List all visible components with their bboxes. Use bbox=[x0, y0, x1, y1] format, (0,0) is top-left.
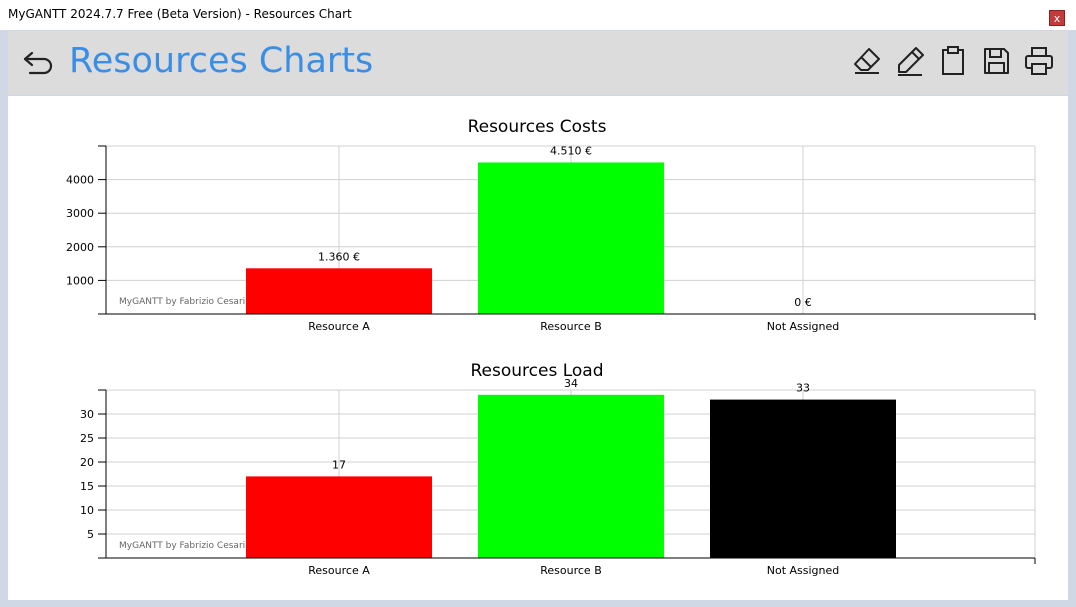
chart-2: Resources Load MyGANTT by Fabrizio Cesari… bbox=[80, 361, 1036, 577]
save-button[interactable] bbox=[980, 45, 1012, 77]
data-label: 0 € bbox=[794, 296, 812, 309]
y-tick-label: 1000 bbox=[66, 274, 94, 287]
clipboard-button[interactable] bbox=[937, 45, 969, 77]
y-tick-label: 20 bbox=[80, 456, 94, 469]
bar-1 bbox=[246, 476, 432, 558]
category-label: Not Assigned bbox=[767, 320, 840, 333]
data-label: 1.360 € bbox=[318, 250, 360, 263]
charts-svg: Resources Costs MyGANTT by Fabrizio Cesar… bbox=[66, 117, 1036, 577]
y-tick-label: 3000 bbox=[66, 207, 94, 220]
title-bar: MyGANTT 2024.7.7 Free (Beta Version) - R… bbox=[0, 0, 1076, 30]
eraser-icon bbox=[854, 48, 880, 74]
watermark-text: MyGANTT by Fabrizio Cesarini bbox=[119, 297, 253, 307]
save-icon bbox=[984, 48, 1009, 74]
close-button[interactable]: x bbox=[1049, 10, 1065, 26]
print-button[interactable] bbox=[1023, 45, 1055, 77]
category-label: Resource A bbox=[308, 320, 370, 333]
y-tick-label: 10 bbox=[80, 504, 94, 517]
bar-1 bbox=[246, 268, 432, 314]
y-tick-label: 15 bbox=[80, 480, 94, 493]
window-title: MyGANTT 2024.7.7 Free (Beta Version) - R… bbox=[8, 7, 352, 21]
edit-button[interactable] bbox=[894, 45, 926, 77]
clear-button[interactable] bbox=[851, 45, 883, 77]
category-label: Resource B bbox=[540, 320, 602, 333]
pencil-icon bbox=[898, 47, 924, 76]
chart-1: Resources Costs MyGANTT by Fabrizio Cesar… bbox=[66, 117, 1036, 333]
print-icon bbox=[1025, 47, 1053, 75]
back-arrow-icon bbox=[23, 51, 53, 75]
chart-title: Resources Load bbox=[470, 361, 603, 381]
header-toolbar: Resources Charts bbox=[8, 31, 1068, 95]
category-label: Resource B bbox=[540, 564, 602, 577]
clipboard-icon bbox=[942, 46, 964, 75]
bar-2 bbox=[478, 162, 664, 314]
y-tick-label: 4000 bbox=[66, 174, 94, 187]
y-tick-label: 2000 bbox=[66, 241, 94, 254]
data-label: 4.510 € bbox=[550, 144, 592, 157]
data-label: 34 bbox=[564, 377, 578, 390]
page-title: Resources Charts bbox=[69, 41, 374, 81]
chart-title: Resources Costs bbox=[468, 117, 607, 137]
charts-area: Resources Costs MyGANTT by Fabrizio Cesar… bbox=[8, 96, 1068, 600]
data-label: 17 bbox=[332, 458, 346, 471]
category-label: Resource A bbox=[308, 564, 370, 577]
y-tick-label: 25 bbox=[80, 432, 94, 445]
bar-2 bbox=[478, 394, 664, 558]
y-tick-label: 5 bbox=[87, 528, 94, 541]
data-label: 33 bbox=[796, 382, 810, 395]
back-button[interactable] bbox=[22, 45, 56, 79]
y-tick-label: 30 bbox=[80, 408, 94, 421]
watermark-text: MyGANTT by Fabrizio Cesarini bbox=[119, 541, 253, 551]
bar-3 bbox=[710, 399, 896, 558]
category-label: Not Assigned bbox=[767, 564, 840, 577]
